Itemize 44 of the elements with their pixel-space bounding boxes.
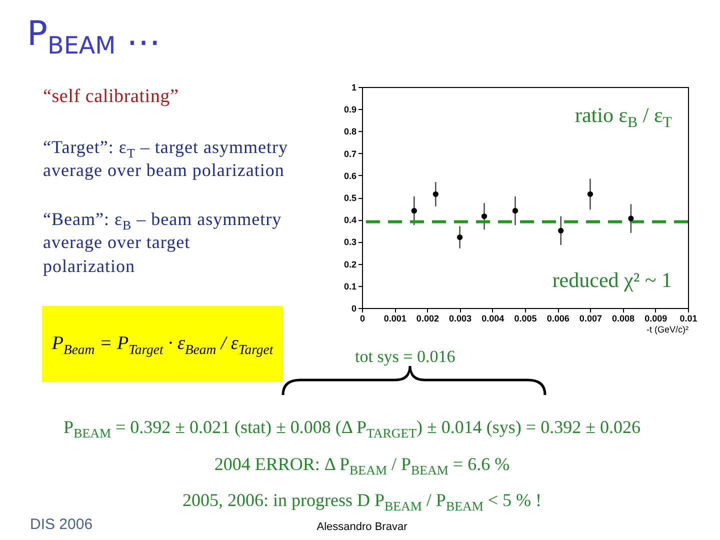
point	[587, 191, 594, 198]
x-tick-label: 0.005	[514, 314, 537, 324]
chart-title: P$_{BEAM}$ …	[27, 14, 161, 60]
y-tick-label: 0.6	[344, 170, 356, 181]
x-tick-label: 0.006	[546, 314, 570, 324]
point	[481, 213, 488, 220]
text: tot sys = 0.016	[355, 347, 456, 368]
point	[628, 216, 634, 222]
point	[411, 208, 417, 214]
text: “self calibrating”	[43, 86, 180, 109]
y-tick-label: 0.9	[344, 104, 356, 115]
x-tick-label: 0.004	[482, 314, 504, 324]
text: P$_{Beam}$ = P$_{Target}$ · ε$_{Beam}$ / ε$_{Target}$	[52, 332, 274, 356]
text: Alessandro Bravar	[316, 521, 408, 533]
x-tick-label: 0.003	[449, 314, 472, 324]
x-axis-title: -t (GeV/c)²	[646, 324, 688, 334]
x-tick-label: 0.001	[384, 314, 406, 324]
y-tick-label: 0.7	[344, 148, 356, 159]
text: P$_{BEAM}$ = 0.392 ± 0.021 (stat) ± 0.008 (Δ P$_{TARGET}$) ± 0.014 (sys) = 0.392 ± 0.026	[62, 417, 642, 441]
y-tick-label: 0.8	[344, 126, 356, 137]
text: 2004 ERROR: Δ P$_{BEAM}$ / P$_{BEAM}$ = 6.6 %	[213, 454, 511, 478]
x-tick-label: 0.009	[644, 314, 668, 324]
x-tick-label: 0.01	[680, 314, 698, 324]
y-tick-label: 0.4	[344, 215, 356, 226]
y-tick-label: 0.1	[344, 281, 356, 292]
x-tick-label: 0	[360, 314, 366, 324]
point	[432, 191, 439, 198]
x-tick-label: 0.008	[612, 314, 635, 324]
annotation: ratio ε$_{B}$ / ε$_{T}$	[574, 103, 672, 132]
x-tick-label: 0.002	[416, 314, 439, 324]
y-tick-label: 0.3	[344, 237, 356, 248]
x-tick-label: 0.007	[579, 314, 602, 324]
point	[456, 234, 463, 240]
text: DIS 2006	[30, 516, 94, 534]
point	[558, 228, 564, 234]
text: 2005, 2006: in progress D P$_{BEAM}$ / P$_{BEAM}$ < 5 % !	[181, 490, 543, 514]
y-tick-label: 0	[351, 304, 356, 314]
y-tick-label: 0.2	[344, 259, 356, 270]
y-tick-label: 1	[351, 82, 356, 92]
point	[512, 208, 518, 214]
annotation: reduced χ² ~ 1	[551, 268, 672, 294]
y-tick-label: 0.5	[344, 193, 356, 203]
text: “Beam”: ε$_{B}$ – beam asymmetry average over target polarization	[43, 208, 283, 278]
text: “Target”: ε$_{T}$ – target asymmetry average over beam polarization	[43, 136, 289, 182]
